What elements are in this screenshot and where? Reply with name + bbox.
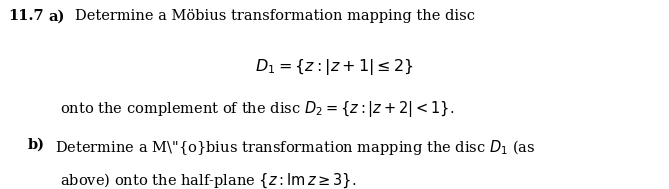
Text: Determine a Möbius transformation mapping the disc: Determine a Möbius transformation mappin… <box>75 9 475 23</box>
Text: b): b) <box>28 138 45 152</box>
Text: 11.7: 11.7 <box>8 9 43 23</box>
Text: Determine a M\"{o}bius transformation mapping the disc $D_1$ (as: Determine a M\"{o}bius transformation ma… <box>55 138 535 157</box>
Text: above) onto the half-plane $\{z : \mathrm{Im}\,z \geq 3\}$.: above) onto the half-plane $\{z : \mathr… <box>60 172 357 189</box>
Text: $D_1 = \{z : |z + 1| \leq 2\}$: $D_1 = \{z : |z + 1| \leq 2\}$ <box>255 57 414 77</box>
Text: onto the complement of the disc $D_2 = \{z : |z + 2| < 1\}$.: onto the complement of the disc $D_2 = \… <box>60 99 455 119</box>
Text: a): a) <box>48 9 64 23</box>
